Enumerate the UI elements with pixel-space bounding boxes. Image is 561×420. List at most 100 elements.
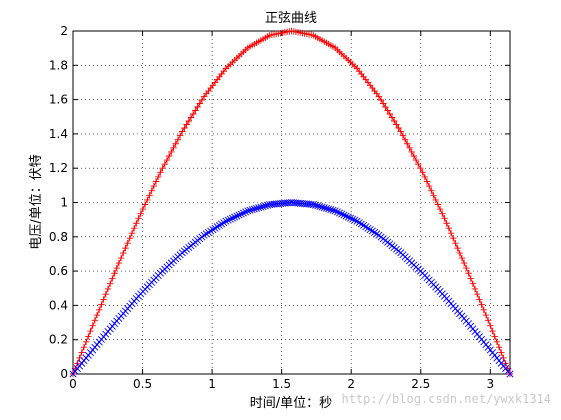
plus-marker [380,100,387,107]
plus-marker [96,306,103,314]
plus-marker [397,128,404,135]
plus-marker [133,220,140,227]
x-marker [329,206,337,214]
x-marker [342,212,350,220]
plus-marker [404,140,411,147]
y-tick-label: 0.6 [49,264,68,278]
series-1 [69,198,514,378]
plus-marker [425,182,433,190]
y-tick-label: 1.6 [49,93,68,107]
plus-marker [447,229,455,237]
plus-marker [115,259,123,267]
plus-marker [399,132,407,139]
x-marker [239,209,247,217]
plus-marker [410,152,418,160]
plus-marker [98,301,105,308]
x-marker [235,211,243,219]
plus-marker [489,327,496,335]
plus-marker [495,343,503,351]
plus-marker [187,114,195,121]
plus-marker [432,196,439,204]
x-tick-label: 2.5 [411,377,430,391]
plus-marker [445,225,453,232]
plus-marker [419,169,426,176]
plus-marker [146,192,153,199]
x-marker [215,221,223,229]
x-marker [371,228,379,236]
plus-marker [170,144,177,152]
x-marker [211,224,219,232]
y-tick-label: 1 [60,196,68,210]
plus-marker [179,128,186,135]
x-marker [340,211,348,219]
x-marker [224,216,232,224]
x-marker [237,210,245,218]
x-marker [373,230,381,238]
x-marker [351,216,359,224]
x-marker [353,217,361,225]
x-marker [355,219,363,227]
y-tick-label: 0.4 [49,298,68,312]
x-marker [202,230,210,238]
plus-marker [382,103,389,111]
x-marker [257,203,265,211]
x-marker [259,202,267,210]
plus-marker [498,349,505,356]
plus-marker [113,264,120,272]
plus-marker [491,333,498,340]
x-tick-label: 0.5 [133,377,152,391]
plus-marker [482,311,490,319]
plus-marker [104,285,112,293]
x-marker [349,215,357,223]
plus-marker [93,311,101,319]
plus-marker [430,192,437,199]
plus-marker [159,165,166,172]
x-marker [346,214,355,222]
plus-marker [469,280,477,287]
plus-marker [423,178,431,185]
plus-marker [421,173,428,181]
plus-marker [408,148,415,156]
plus-marker [106,280,114,287]
plus-marker [493,338,501,345]
x-marker [231,213,239,221]
x-marker [307,200,315,208]
plus-marker [439,210,446,217]
plus-marker [474,290,481,298]
plus-marker [135,215,142,222]
plus-marker [189,110,197,118]
plus-marker [487,322,494,329]
x-marker [331,207,339,215]
plus-marker [181,124,188,132]
x-marker [220,219,228,227]
plus-marker [150,182,158,190]
plus-marker [87,327,94,335]
x-marker [246,206,254,214]
plus-marker [141,201,149,208]
plus-marker [377,96,385,104]
plus-marker [165,152,173,160]
x-marker [327,206,335,214]
x-marker [333,208,341,216]
plus-marker [172,140,179,147]
plus-marker [456,249,463,257]
plus-marker [452,239,459,247]
x-marker [316,202,324,210]
y-axis-label: 电压/单位：伏特 [29,154,44,249]
plus-marker [120,249,127,257]
plus-marker [168,148,175,156]
plus-marker [117,254,125,262]
plus-marker [415,160,422,168]
series-layer [69,27,514,378]
plus-marker [198,96,206,104]
plus-marker [161,160,168,168]
plus-marker [192,107,199,114]
plus-marker [386,110,394,118]
chart-title: 正弦曲线 [265,10,317,26]
x-marker [344,213,352,221]
plus-marker [137,210,144,217]
y-tick-label: 0.8 [49,230,68,244]
plus-marker [139,205,147,213]
x-axis-label: 时间/单位：秒 [250,396,332,411]
